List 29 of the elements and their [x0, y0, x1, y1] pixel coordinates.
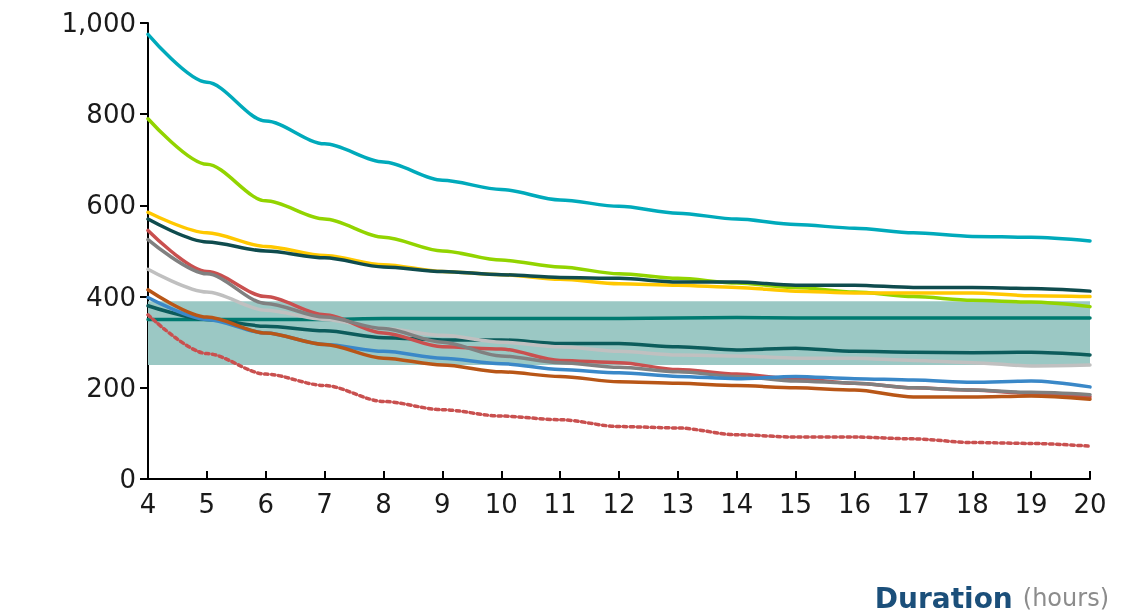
x-tick-label: 9 [434, 489, 451, 519]
y-tick-label: 0 [119, 464, 136, 494]
x-tick-label: 5 [198, 489, 216, 519]
x-tick-label: 19 [1014, 489, 1048, 519]
line-series [146, 313, 1092, 448]
y-tick-label: 400 [86, 281, 136, 312]
x-tick-label: 8 [375, 489, 392, 519]
y-tick-label: 600 [86, 190, 136, 221]
x-tick-label: 12 [602, 489, 636, 519]
x-tick-label: 18 [955, 489, 989, 519]
x-tick-label: 20 [1073, 489, 1107, 519]
x-tick-label: 16 [837, 489, 872, 519]
x-axis-title: Duration (hours) [874, 581, 1109, 615]
line-series [146, 32, 1092, 243]
x-tick-label: 10 [484, 489, 518, 519]
x-tick-label: 14 [720, 489, 754, 519]
x-tick-label: 17 [896, 489, 930, 519]
y-tick-label: 800 [86, 99, 136, 130]
x-tick-label: 15 [779, 489, 813, 519]
y-tick-label: 200 [86, 372, 136, 403]
x-tick-label: 11 [543, 489, 577, 519]
line-series [146, 288, 1092, 401]
line-series [146, 303, 1092, 357]
x-tick-label: 7 [316, 489, 333, 519]
x-tick-label: 13 [661, 489, 695, 519]
x-tick-label: 4 [139, 489, 157, 519]
line-series [146, 267, 1092, 368]
y-tick-label: 1,000 [61, 8, 136, 38]
x-tick-label: 6 [257, 489, 275, 519]
